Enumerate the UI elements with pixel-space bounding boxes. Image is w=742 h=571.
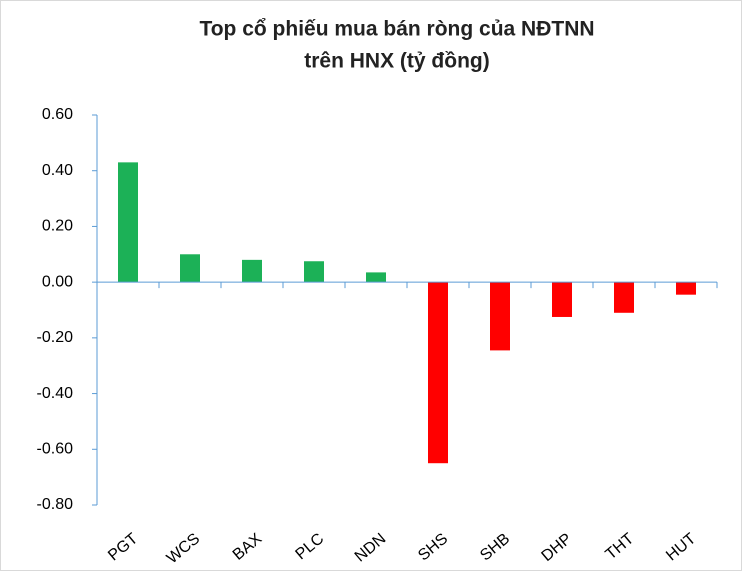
bar xyxy=(428,282,448,464)
bar xyxy=(490,282,510,351)
y-tick-label: -0.60 xyxy=(37,441,74,458)
bar xyxy=(118,162,138,283)
y-tick-label: -0.80 xyxy=(37,496,74,513)
y-tick-label: 0.60 xyxy=(42,106,73,123)
y-tick-label: 0.40 xyxy=(42,162,73,179)
bar xyxy=(614,282,634,313)
bar xyxy=(552,282,572,317)
y-tick-label: -0.40 xyxy=(37,385,74,402)
bar xyxy=(242,259,262,283)
bar xyxy=(180,254,200,283)
bar xyxy=(304,261,324,283)
y-tick-label: 0.20 xyxy=(42,218,73,235)
bar xyxy=(676,282,696,295)
chart-title: trên HNX (tỷ đồng) xyxy=(304,50,489,73)
chart-title: Top cổ phiếu mua bán ròng của NĐTNN xyxy=(199,18,594,41)
y-tick-label: 0.00 xyxy=(42,273,73,290)
bar xyxy=(366,272,386,283)
y-tick-label: -0.20 xyxy=(37,329,74,346)
